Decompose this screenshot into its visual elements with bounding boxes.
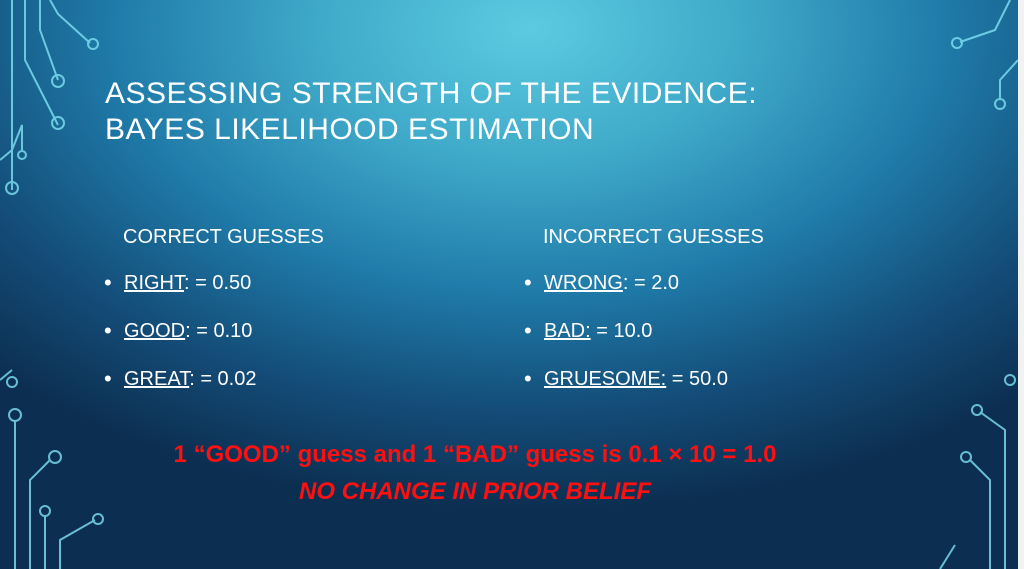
value: = 10.0 [590, 320, 653, 342]
value: : = 0.02 [189, 368, 257, 390]
term: GOOD [124, 320, 186, 342]
term: BAD: [544, 320, 591, 342]
value: : = 0.10 [185, 320, 253, 342]
correct-guesses-column: CORRECT GUESSES RIGHT: = 0.50 GOOD: = 0.… [104, 226, 324, 416]
list-item: GREAT: = 0.02 [104, 366, 324, 416]
incorrect-guesses-column: INCORRECT GUESSES WRONG: = 2.0 BAD: = 10… [524, 226, 764, 416]
incorrect-guesses-header: INCORRECT GUESSES [543, 226, 764, 248]
title-line-1: Assessing Strength of the Evidence: [105, 77, 758, 110]
list-item: WRONG: = 2.0 [524, 270, 764, 320]
conclusion-note: NO CHANGE IN PRIOR BELIEF [298, 478, 652, 505]
term: WRONG [544, 272, 623, 294]
correct-guesses-header: CORRECT GUESSES [123, 226, 324, 248]
conclusion-equation: 1 “GOOD” guess and 1 “BAD” guess is 0.1 … [173, 441, 777, 468]
value: : = 0.50 [184, 272, 252, 294]
list-item: GRUESOME: = 50.0 [524, 366, 764, 416]
term: RIGHT [124, 272, 184, 294]
list-item: GOOD: = 0.10 [104, 318, 324, 368]
term: GRUESOME: [544, 368, 667, 390]
title-line-2: Bayes Likelihood Estimation [105, 113, 595, 146]
list-item: BAD: = 10.0 [524, 318, 764, 368]
term: GREAT [124, 368, 190, 390]
value: = 50.0 [666, 368, 728, 390]
slide-title: Assessing Strength of the Evidence: Baye… [105, 76, 757, 148]
value: : = 2.0 [622, 272, 680, 294]
list-item: RIGHT: = 0.50 [104, 270, 324, 320]
